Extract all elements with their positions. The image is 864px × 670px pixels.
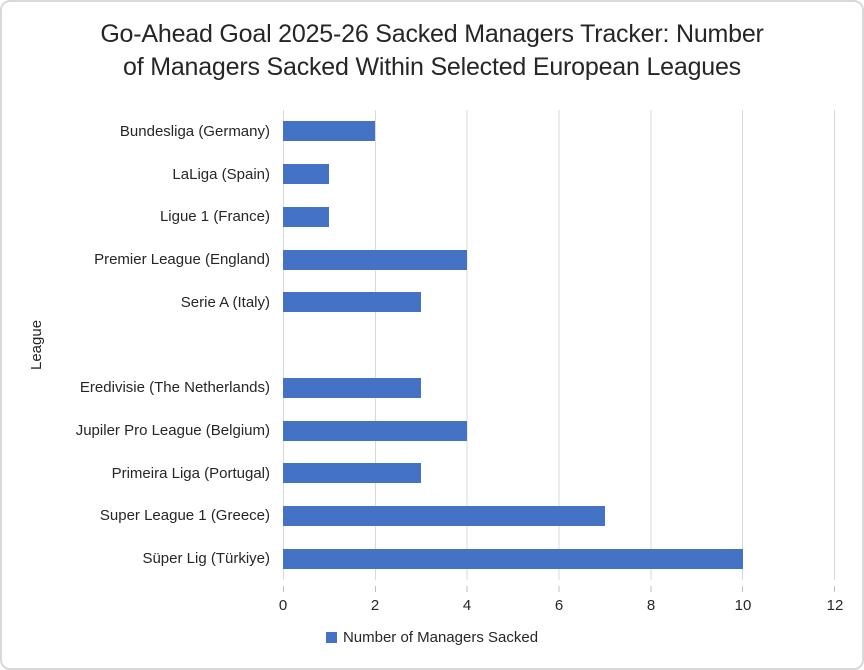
bar-track bbox=[283, 537, 835, 580]
bar-serie-a bbox=[283, 292, 421, 313]
category-label: LaLiga (Spain) bbox=[172, 165, 270, 183]
chart-row: Serie A (Italy) bbox=[2, 281, 835, 324]
x-tick-label-4: 4 bbox=[462, 597, 472, 614]
legend-swatch-icon bbox=[325, 632, 337, 643]
category-label: Primeira Liga (Portugal) bbox=[111, 464, 270, 482]
x-tick-label-2: 2 bbox=[370, 597, 380, 614]
chart-row: Super League 1 (Greece) bbox=[2, 495, 835, 538]
category-label: Süper Lig (Türkiye) bbox=[142, 550, 270, 568]
bar-track bbox=[283, 366, 835, 409]
chart-row: Primeira Liga (Portugal) bbox=[2, 452, 835, 495]
bar-ligue1 bbox=[283, 206, 329, 227]
bar-track bbox=[283, 153, 835, 196]
chart-row: Eredivisie (The Netherlands) bbox=[2, 366, 835, 409]
bar-track bbox=[283, 452, 835, 495]
category-label: Super League 1 (Greece) bbox=[99, 507, 270, 525]
blank-row bbox=[2, 324, 835, 367]
bar-track bbox=[283, 195, 835, 238]
legend: Number of Managers Sacked bbox=[2, 629, 862, 646]
plot-rows: Bundesliga (Germany) LaLiga (Spain) Ligu… bbox=[2, 110, 835, 580]
bar-super-league-1 bbox=[283, 505, 605, 526]
bar-track bbox=[283, 110, 835, 153]
chart-title: Go-Ahead Goal 2025-26 Sacked Managers Tr… bbox=[2, 18, 862, 84]
bar-premier-league bbox=[283, 249, 467, 270]
bar-track bbox=[283, 281, 835, 324]
chart-row: Süper Lig (Türkiye) bbox=[2, 537, 835, 580]
chart-row: Jupiler Pro League (Belgium) bbox=[2, 409, 835, 452]
bar-super-lig bbox=[283, 548, 743, 569]
bar-laliga bbox=[283, 164, 329, 185]
gridlines bbox=[283, 110, 835, 580]
legend-label: Number of Managers Sacked bbox=[342, 629, 539, 646]
x-tick-label-6: 6 bbox=[554, 597, 564, 614]
bar-eredivisie bbox=[283, 377, 421, 398]
chart-row: Bundesliga (Germany) bbox=[2, 110, 835, 153]
chart-title-line-2: of Managers Sacked Within Selected Europ… bbox=[123, 53, 741, 81]
bar-track bbox=[283, 238, 835, 281]
category-label: Serie A (Italy) bbox=[180, 293, 270, 311]
x-tick-label-12: 12 bbox=[826, 597, 844, 614]
category-label: Bundesliga (Germany) bbox=[119, 122, 270, 140]
x-axis-tick-marks bbox=[283, 586, 835, 592]
bar-track bbox=[283, 495, 835, 538]
x-tick-label-0: 0 bbox=[278, 597, 288, 614]
bar-bundesliga bbox=[283, 121, 375, 142]
x-axis-tick-labels: 0 2 4 6 8 10 12 bbox=[2, 597, 862, 617]
chart-title-line-1: Go-Ahead Goal 2025-26 Sacked Managers Tr… bbox=[100, 20, 764, 48]
chart-row: LaLiga (Spain) bbox=[2, 153, 835, 196]
chart-row: Premier League (England) bbox=[2, 238, 835, 281]
category-label: Eredivisie (The Netherlands) bbox=[79, 379, 270, 397]
blank-bar-track bbox=[283, 324, 835, 367]
bar-track bbox=[283, 409, 835, 452]
bar-primeira-liga bbox=[283, 463, 421, 484]
category-label: Ligue 1 (France) bbox=[159, 208, 270, 226]
x-tick-label-8: 8 bbox=[646, 597, 656, 614]
category-label: Premier League (England) bbox=[94, 251, 270, 269]
x-tick-label-10: 10 bbox=[734, 597, 752, 614]
category-label: Jupiler Pro League (Belgium) bbox=[75, 422, 270, 439]
chart-row: Ligue 1 (France) bbox=[2, 195, 835, 238]
bar-jupiler-pro-league bbox=[283, 420, 467, 441]
